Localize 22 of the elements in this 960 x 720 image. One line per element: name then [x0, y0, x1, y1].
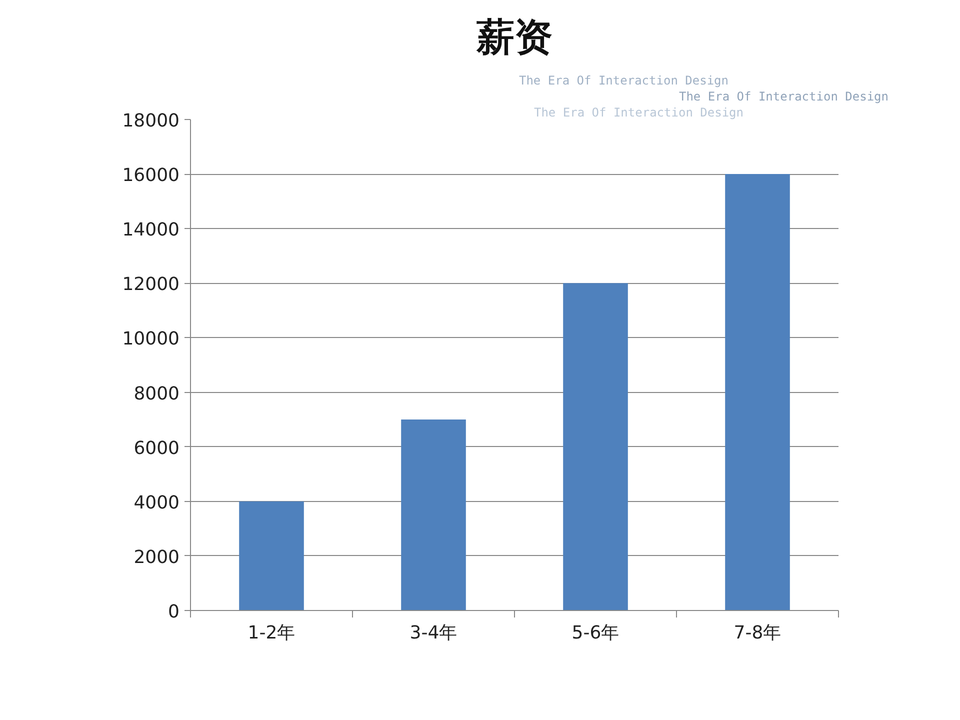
x-tick-label: 5-6年 [572, 622, 620, 644]
bar [563, 283, 628, 610]
y-tick-label: 18000 [122, 110, 180, 132]
y-tick-label: 14000 [122, 220, 180, 241]
bar [401, 420, 466, 610]
y-tick-label: 16000 [122, 165, 180, 186]
y-tick-label: 8000 [134, 383, 180, 404]
text: The Era Of Interaction Design [518, 74, 728, 88]
x-tick-label: 7-8年 [734, 622, 782, 644]
text: The Era Of Interaction Design [534, 106, 744, 120]
y-tick-label: 4000 [134, 492, 180, 514]
y-tick-label: 6000 [134, 438, 180, 459]
x-tick-label: 1-2年 [248, 622, 296, 644]
x-tick-label: 3-4年 [410, 622, 458, 644]
y-tick-label: 0 [168, 602, 180, 622]
y-tick-label: 10000 [122, 328, 180, 350]
y-tick-label: 12000 [122, 274, 180, 296]
bar [725, 174, 790, 610]
text: The Era Of Interaction Design [678, 90, 888, 104]
bar [239, 501, 304, 610]
y-tick-label: 2000 [134, 546, 180, 568]
chart-title: 薪资 [476, 15, 552, 59]
